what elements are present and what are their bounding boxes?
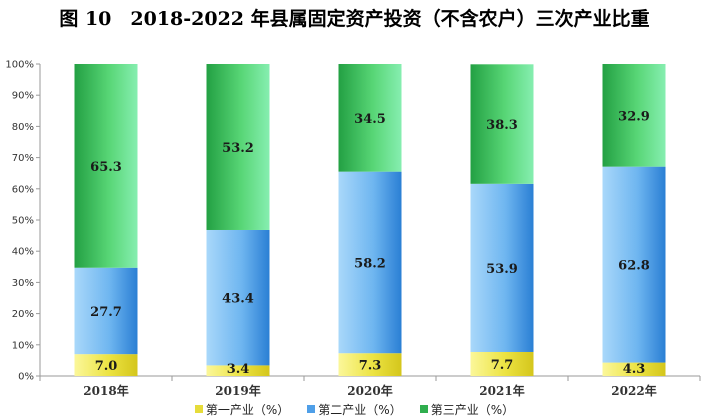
y-tick-label: 40%: [12, 247, 34, 258]
data-label-secondary-4: 62.8: [618, 259, 650, 274]
stacked-bar-chart: 0% 10% 20% 30% 40% 50% 60% 70% 80% 90% 100% 2018年 20…: [5, 60, 701, 398]
legend-swatch-primary: [194, 405, 203, 413]
y-tick-label: 100%: [5, 60, 34, 71]
bar-segment-tertiary-4: [602, 64, 666, 167]
legend-label-tertiary: 第三产业（%）: [430, 402, 515, 417]
bar-segment-secondary-0: [74, 267, 138, 355]
bar-segment-tertiary-1: [206, 64, 270, 230]
bar-segment-tertiary-0: [74, 64, 138, 268]
y-tick-label: 80%: [12, 122, 34, 133]
bar-segment-tertiary-2: [338, 64, 402, 172]
data-label-primary-3: 7.7: [491, 358, 514, 373]
chart-title: 图 10 2018-2022 年县属固定资产投资（不含农户）三次产业比重: [59, 8, 650, 30]
legend-swatch-secondary: [307, 405, 316, 413]
data-label-primary-0: 7.0: [95, 359, 118, 374]
bar-segment-primary-0: [74, 354, 138, 376]
bar-segment-secondary-4: [602, 166, 666, 363]
y-tick-label: 20%: [12, 309, 34, 320]
data-label-primary-1: 3.4: [227, 362, 250, 377]
legend-label-secondary: 第二产业（%）: [318, 402, 402, 417]
y-tick-label: 60%: [12, 184, 34, 195]
data-label-tertiary-4: 32.9: [618, 109, 650, 124]
data-label-secondary-0: 27.7: [90, 305, 122, 320]
legend: 第一产业（%） 第二产业（%） 第三产业（%）: [0, 400, 709, 418]
bar-segment-primary-1: [206, 365, 270, 376]
data-label-tertiary-0: 65.3: [90, 160, 122, 175]
bar-segment-primary-4: [602, 362, 666, 376]
bar-segment-secondary-3: [470, 183, 534, 352]
data-label-secondary-2: 58.2: [354, 256, 386, 271]
y-tick-label: 90%: [12, 91, 34, 102]
bar-segment-secondary-2: [338, 171, 402, 354]
data-label-primary-2: 7.3: [359, 359, 382, 374]
legend-item-secondary: 第二产业（%）: [307, 401, 402, 418]
y-tick-label: 50%: [12, 216, 34, 227]
data-label-tertiary-3: 38.3: [486, 118, 518, 133]
y-tick-label: 70%: [12, 153, 34, 164]
legend-item-primary: 第一产业（%）: [194, 401, 290, 418]
legend-label-primary: 第一产业（%）: [205, 402, 290, 417]
data-label-secondary-1: 43.4: [222, 292, 254, 307]
data-label-secondary-3: 53.9: [486, 262, 518, 277]
x-tick-label: 2019年: [215, 383, 260, 398]
y-tick-label: 10%: [12, 340, 34, 351]
legend-item-tertiary: 第三产业（%）: [419, 401, 515, 418]
bar-segment-tertiary-3: [470, 64, 534, 184]
bar-segment-secondary-1: [206, 229, 270, 366]
x-tick-label: 2018年: [83, 383, 128, 398]
legend-swatch-tertiary: [419, 405, 428, 413]
x-tick-label: 2020年: [347, 383, 392, 398]
bar-segment-primary-2: [338, 353, 402, 376]
x-tick-label: 2021年: [479, 383, 524, 398]
y-tick-label: 0%: [18, 372, 34, 383]
data-label-tertiary-2: 34.5: [354, 112, 386, 127]
y-tick-label: 30%: [12, 278, 34, 289]
x-tick-label: 2022年: [611, 383, 656, 398]
data-label-primary-4: 4.3: [623, 362, 646, 377]
data-label-tertiary-1: 53.2: [222, 141, 254, 156]
bar-segment-primary-3: [470, 351, 534, 376]
